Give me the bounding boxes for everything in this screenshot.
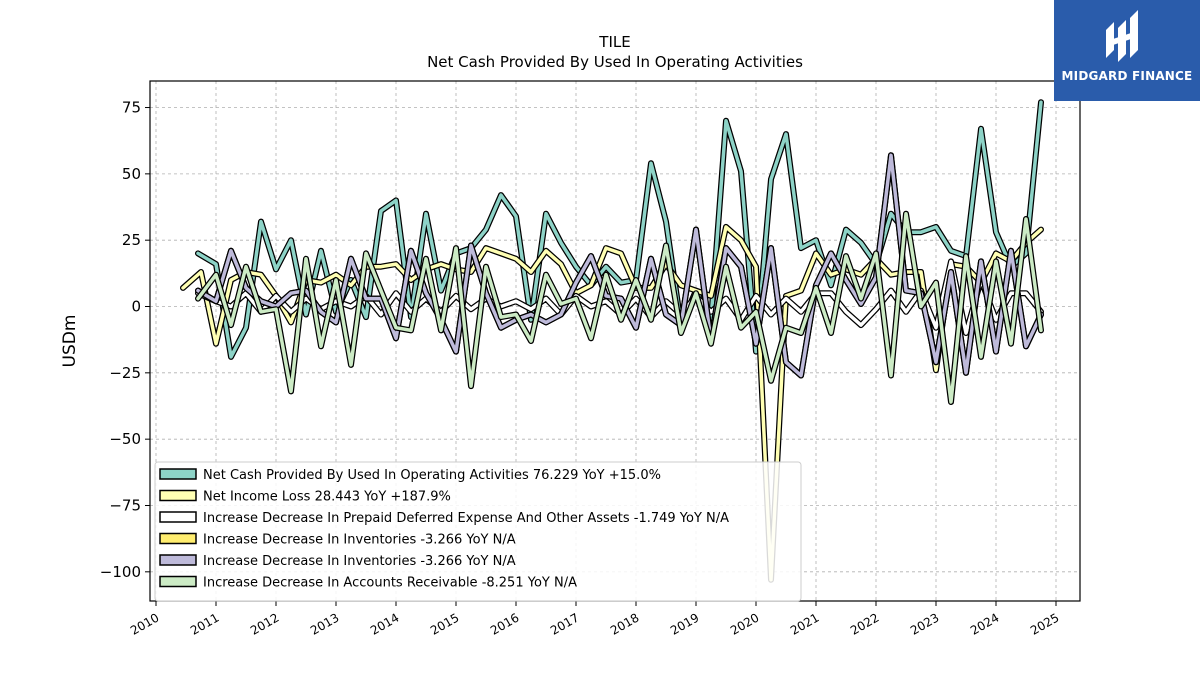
- x-tick-label: 2014: [368, 610, 401, 637]
- legend-label: Increase Decrease In Accounts Receivable…: [203, 576, 577, 591]
- legend-box: [154, 461, 802, 602]
- legend-swatch: [159, 468, 197, 480]
- y-tick-label: −75: [109, 496, 141, 514]
- x-tick-label: 2021: [788, 610, 821, 637]
- y-tick-label: 75: [122, 99, 141, 117]
- logo-icon: [1106, 10, 1138, 62]
- y-tick-label: −50: [109, 430, 141, 448]
- x-tick-label: 2010: [128, 610, 161, 637]
- x-tick-label: 2023: [908, 610, 941, 637]
- legend-label: Increase Decrease In Inventories -3.266 …: [203, 533, 516, 548]
- x-tick-label: 2012: [248, 610, 281, 637]
- x-tick-label: 2025: [1028, 610, 1061, 637]
- x-tick-label: 2016: [488, 610, 521, 637]
- legend: Net Cash Provided By Used In Operating A…: [154, 461, 802, 602]
- brand-name: MIDGARD FINANCE: [1061, 69, 1193, 83]
- y-tick-label: 25: [122, 231, 141, 249]
- legend-label: Net Cash Provided By Used In Operating A…: [203, 468, 661, 483]
- y-axis-label: USDm: [60, 315, 80, 368]
- legend-label: Increase Decrease In Prepaid Deferred Ex…: [203, 511, 729, 526]
- x-tick-label: 2018: [608, 610, 641, 637]
- x-tick-label: 2015: [428, 610, 461, 637]
- brand-logo: MIDGARD FINANCE: [1054, 0, 1200, 101]
- x-tick-label: 2020: [728, 610, 761, 637]
- y-tick-label: −100: [100, 563, 141, 581]
- y-tick-label: 0: [131, 298, 141, 316]
- chart-subtitle: Net Cash Provided By Used In Operating A…: [427, 53, 803, 71]
- legend-swatch: [159, 575, 197, 588]
- x-tick-label: 2022: [848, 610, 881, 637]
- x-tick-label: 2013: [308, 610, 341, 637]
- legend-swatch: [159, 489, 197, 502]
- y-tick-label: 50: [122, 165, 141, 183]
- x-tick-label: 2017: [548, 610, 581, 637]
- series-line: [196, 211, 1043, 404]
- legend-label: Increase Decrease In Inventories -3.266 …: [203, 554, 516, 569]
- x-tick-label: 2011: [188, 610, 221, 637]
- x-tick-label: 2019: [668, 610, 701, 637]
- series-lines: [180, 99, 1044, 583]
- legend-swatch: [159, 532, 197, 545]
- chart-title: TILE: [598, 33, 630, 51]
- legend-swatch: [159, 554, 197, 566]
- y-tick-label: −25: [109, 364, 141, 382]
- legend-swatch: [159, 511, 197, 523]
- legend-label: Net Income Loss 28.443 YoY +187.9%: [203, 490, 451, 505]
- x-tick-label: 2024: [968, 610, 1001, 637]
